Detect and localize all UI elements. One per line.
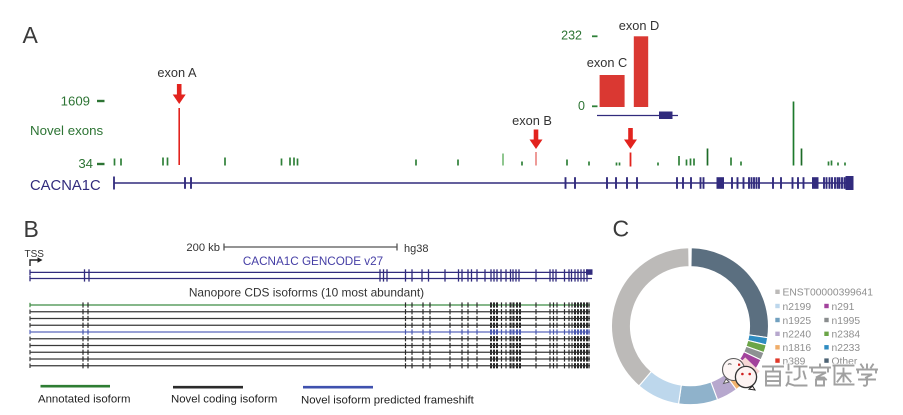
svg-text:B: B — [24, 216, 39, 242]
svg-text:Nanopore CDS isoforms (10 most: Nanopore CDS isoforms (10 most abundant) — [189, 286, 424, 300]
svg-text:n2240: n2240 — [783, 330, 812, 341]
svg-text:ENST00000399641: ENST00000399641 — [783, 288, 874, 299]
svg-text:1609: 1609 — [61, 94, 90, 109]
svg-text:0: 0 — [578, 99, 585, 113]
svg-text:C: C — [613, 216, 630, 242]
svg-text:232: 232 — [561, 29, 582, 43]
svg-text:n2384: n2384 — [832, 330, 861, 341]
svg-text:Novel coding isoform: Novel coding isoform — [171, 394, 277, 406]
svg-text:TSS: TSS — [25, 249, 45, 260]
svg-text:exon D: exon D — [619, 18, 660, 33]
svg-text:exon A: exon A — [157, 65, 197, 80]
svg-text:n389: n389 — [783, 356, 806, 367]
svg-text:n2199: n2199 — [783, 302, 812, 313]
svg-text:n291: n291 — [832, 302, 855, 313]
svg-text:Other: Other — [832, 356, 858, 367]
svg-text:34: 34 — [78, 156, 93, 171]
svg-text:CACNA1C GENCODE v27: CACNA1C GENCODE v27 — [243, 255, 383, 268]
svg-text:Novel exons: Novel exons — [30, 123, 104, 138]
svg-text:exon C: exon C — [587, 55, 628, 70]
svg-text:A: A — [23, 22, 39, 48]
svg-text:CACNA1C: CACNA1C — [30, 178, 101, 194]
svg-text:n1816: n1816 — [783, 343, 812, 354]
svg-text:exon B: exon B — [512, 113, 552, 128]
svg-text:Annotated isoform: Annotated isoform — [38, 394, 130, 406]
svg-text:hg38: hg38 — [404, 243, 428, 255]
svg-text:n2233: n2233 — [832, 343, 861, 354]
svg-text:200 kb: 200 kb — [186, 242, 220, 254]
svg-text:n1995: n1995 — [832, 316, 861, 327]
svg-text:Novel isoform predicted frames: Novel isoform predicted frameshift — [301, 395, 475, 407]
svg-text:n1925: n1925 — [783, 316, 812, 327]
